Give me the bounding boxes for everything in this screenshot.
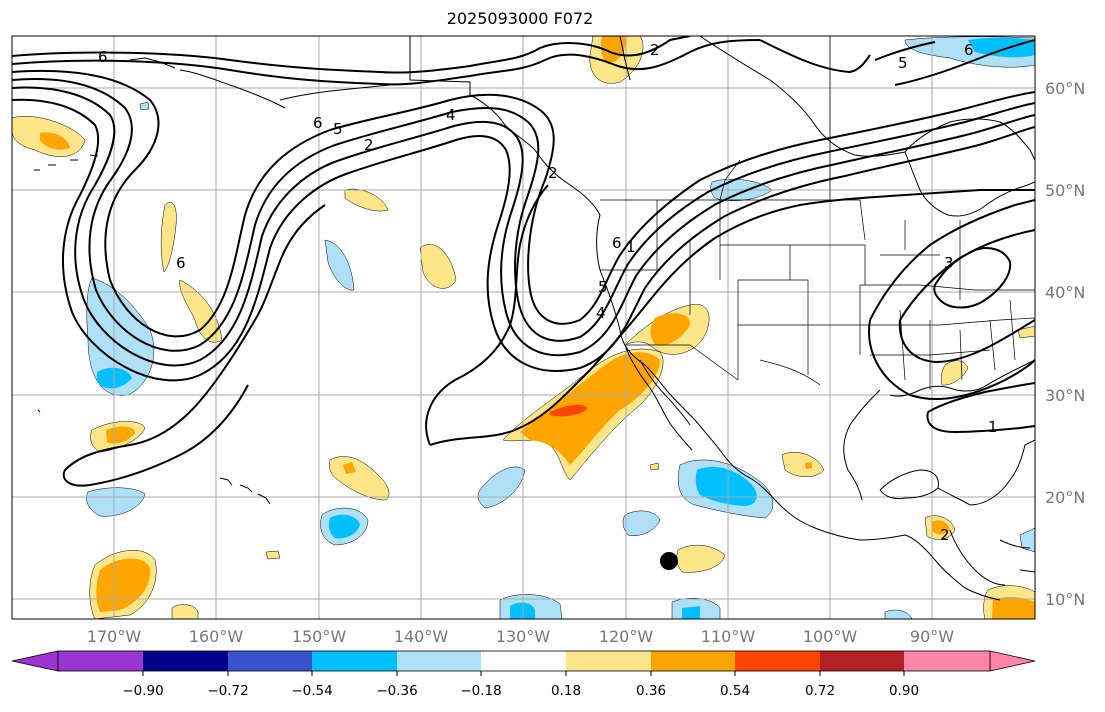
contour-label: 1 bbox=[988, 418, 998, 436]
colorbar-label: 0.36 bbox=[636, 683, 666, 699]
colorbar-label: 0.90 bbox=[889, 683, 919, 699]
colorbar-label: −0.36 bbox=[376, 683, 417, 699]
coastlines bbox=[129, 36, 1035, 601]
colorbar-outline bbox=[57, 650, 991, 672]
contour-label: 2 bbox=[364, 136, 374, 154]
anomaly-shading bbox=[12, 36, 1035, 619]
contour-label: 5 bbox=[598, 278, 608, 296]
lon-label: 140°W bbox=[394, 627, 449, 646]
colorbar-label: 0.18 bbox=[551, 683, 581, 699]
colorbar-cell bbox=[481, 651, 566, 671]
lat-label: 60°N bbox=[1045, 79, 1085, 98]
colorbar-max-extend bbox=[989, 650, 1036, 672]
contour-label: 4 bbox=[596, 304, 606, 322]
lat-label: 50°N bbox=[1045, 181, 1085, 200]
lon-label: 130°W bbox=[496, 627, 551, 646]
lon-label: 160°W bbox=[189, 627, 244, 646]
colorbar-cell bbox=[228, 651, 312, 671]
colorbar-cell bbox=[820, 651, 904, 671]
colorbar-label: −0.54 bbox=[291, 683, 332, 699]
contour-label: 2 bbox=[940, 526, 950, 544]
contour-label: 6 bbox=[98, 48, 108, 66]
contour-label: 6 bbox=[313, 114, 323, 132]
map-frame bbox=[11, 35, 1036, 620]
colorbar-label: −0.18 bbox=[460, 683, 501, 699]
lon-label: 150°W bbox=[292, 627, 347, 646]
colorbar-label: −0.72 bbox=[207, 683, 248, 699]
state-borders bbox=[600, 36, 1035, 390]
longitude-labels: 170°W 160°W 150°W 140°W 130°W 120°W 110°… bbox=[87, 627, 954, 646]
lat-label: 20°N bbox=[1045, 488, 1085, 507]
map-title: 2025093000 F072 bbox=[446, 9, 594, 28]
lon-label: 110°W bbox=[701, 627, 756, 646]
contour-label: 2 bbox=[650, 41, 660, 59]
lon-label: 120°W bbox=[599, 627, 654, 646]
colorbar: −0.90 −0.72 −0.54 −0.36 −0.18 0.18 0.36 … bbox=[11, 650, 1036, 699]
colorbar-cell bbox=[566, 651, 651, 671]
height-contours bbox=[12, 36, 1035, 487]
lat-label: 30°N bbox=[1045, 386, 1085, 405]
colorbar-label: 0.54 bbox=[720, 683, 750, 699]
contour-label: 5 bbox=[333, 120, 343, 138]
colorbar-label: −0.90 bbox=[122, 683, 163, 699]
contour-label: 6 bbox=[964, 41, 974, 59]
storm-position-marker bbox=[660, 552, 678, 570]
contour-labels: 6 6 2 6 5 2 4 2 6 1 5 4 3 1 2 6 5 bbox=[98, 41, 998, 544]
colorbar-cell bbox=[312, 651, 397, 671]
colorbar-min-extend bbox=[11, 650, 59, 672]
contour-label: 5 bbox=[898, 54, 908, 72]
contour-label: 2 bbox=[548, 164, 558, 182]
colorbar-cell bbox=[904, 651, 990, 671]
colorbar-cell bbox=[397, 651, 481, 671]
contour-label: 3 bbox=[944, 254, 954, 272]
colorbar-cell bbox=[651, 651, 735, 671]
contour-label: 6 bbox=[176, 254, 186, 272]
contour-label: 6 bbox=[612, 234, 622, 252]
islands bbox=[34, 154, 271, 505]
lon-label: 90°W bbox=[910, 627, 954, 646]
colorbar-cell bbox=[143, 651, 228, 671]
lat-label: 40°N bbox=[1045, 283, 1085, 302]
colorbar-cell bbox=[58, 651, 143, 671]
colorbar-label: 0.72 bbox=[805, 683, 835, 699]
lon-label: 170°W bbox=[87, 627, 142, 646]
contour-label: 1 bbox=[626, 238, 636, 256]
colorbar-cell bbox=[735, 651, 820, 671]
contour-label: 4 bbox=[446, 106, 456, 124]
lon-label: 100°W bbox=[803, 627, 858, 646]
latitude-labels: 60°N 50°N 40°N 30°N 20°N 10°N bbox=[1045, 79, 1085, 609]
lat-label: 10°N bbox=[1045, 590, 1085, 609]
